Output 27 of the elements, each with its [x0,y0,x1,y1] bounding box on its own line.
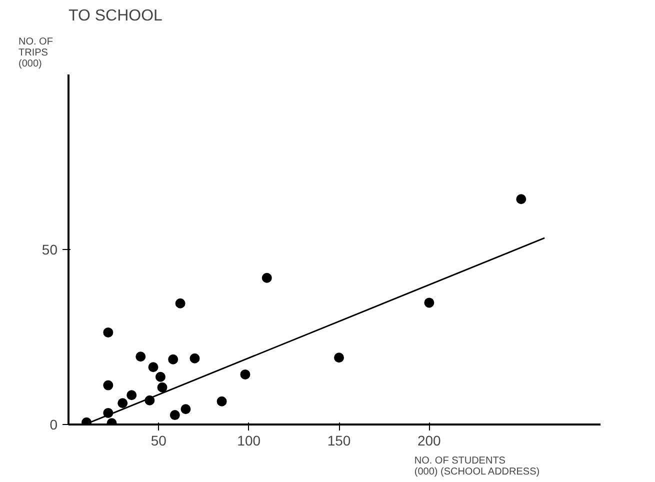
point [103,380,114,390]
y-tick-label: 0 [50,416,58,432]
point [126,390,137,400]
x-tick-label: 100 [237,432,261,448]
point [148,362,158,372]
x-tick-label: 50 [150,432,167,448]
y-axis-title: NO. OF TRIPS (000) [18,36,53,70]
point [262,272,272,283]
chart-title: TO SCHOOL [68,8,163,24]
point [180,404,191,414]
point [103,327,114,338]
point [190,353,200,364]
point [155,372,166,382]
x-tick-label: 150 [327,432,351,448]
point [157,382,168,392]
point [424,298,434,308]
point [118,398,128,408]
point [516,194,526,204]
point [175,298,186,308]
point [168,354,178,364]
point [136,352,146,362]
point [240,369,250,380]
x-tick-label: 200 [418,432,442,448]
point [216,396,227,406]
x-axis-title: NO. OF STUDENTS (000) (SCHOOL ADDRESS) [414,456,540,478]
point [334,352,344,363]
point [170,410,180,420]
